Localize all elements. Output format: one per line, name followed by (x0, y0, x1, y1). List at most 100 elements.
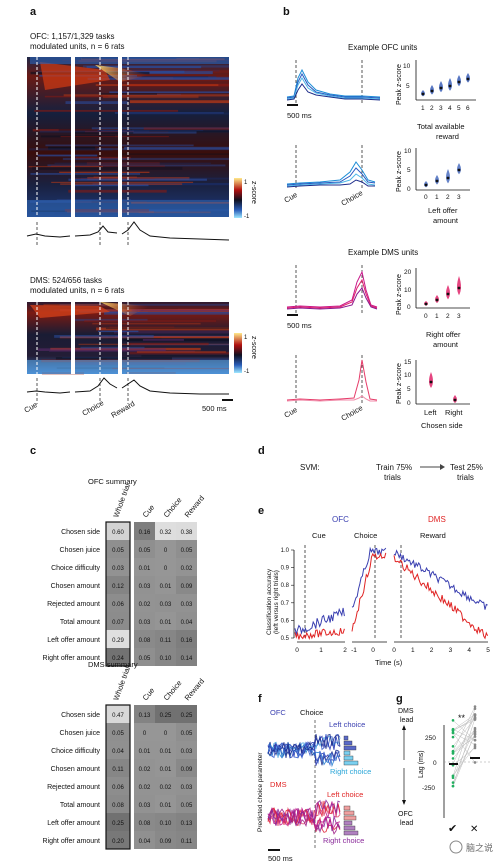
violin1-ytick-10: 10 (403, 63, 411, 70)
train-label-2: trials (384, 473, 401, 482)
violin3-xtick-3: 3 (457, 313, 461, 320)
table-cell-value: 0.06 (112, 602, 124, 608)
table-cell (106, 522, 130, 540)
f-ofc-trace (267, 740, 341, 766)
table-cell-value: 0.11 (181, 839, 193, 845)
ofc-cue-label: Cue (283, 190, 299, 205)
table-cell (134, 777, 155, 795)
test-label-1: Test 25% (450, 463, 483, 472)
row-label: Chosen juice (60, 547, 101, 554)
table-cell (155, 558, 176, 576)
violin2-ylabel: Peak z-score (396, 151, 403, 192)
table-cell-value: 0.47 (112, 713, 124, 719)
table-cell-value: 0.05 (181, 548, 193, 554)
e-cue-label: Cue (312, 531, 326, 540)
violin-median (457, 80, 461, 84)
violin4-ytick-0: 0 (407, 400, 411, 407)
panel-a: OFC: 1,157/1,329 tasks modulated units, … (23, 32, 258, 420)
g-dot-check (451, 719, 455, 722)
violin1-xlabel-1: Total available (417, 122, 465, 131)
table-cell (176, 759, 197, 777)
g-pair-line (452, 715, 476, 765)
table-cell-value: 0.01 (160, 584, 172, 590)
table-cell-value: 0 (164, 566, 168, 572)
violin3-xlabel-1: Right offer (426, 330, 461, 339)
table-cell (155, 594, 176, 612)
table-cell (176, 648, 197, 666)
e-ofc-seg2 (351, 546, 387, 608)
violin-median (466, 77, 470, 81)
panel-letter-a: a (30, 6, 37, 18)
e-ytick-label: 0.5 (281, 636, 290, 642)
whole-trial-box (105, 704, 131, 850)
row-label: Chosen side (61, 529, 100, 536)
table-cell-value: 0.03 (181, 749, 193, 755)
g-dot-check (451, 752, 455, 755)
table-cell (134, 558, 155, 576)
e-xtick-label: 4 (467, 647, 471, 654)
g-dot-cross (473, 761, 477, 764)
violin1-xtick-1: 2 (430, 105, 434, 112)
table-cell-value: 0.01 (160, 620, 172, 626)
violin2-ytick-0: 0 (407, 186, 411, 193)
table-cell (155, 831, 176, 849)
e-xtick-label: 3 (449, 647, 453, 654)
e-xtick-label: 2 (343, 647, 347, 654)
ofc-colorbar-label: z-score (250, 181, 257, 204)
table-cell (155, 777, 176, 795)
table-cell (106, 648, 130, 666)
table-cell (155, 741, 176, 759)
f-dms-hist-bar (343, 830, 359, 836)
e-ytick-label: 0.7 (281, 601, 290, 607)
row-label: Right offer amount (43, 838, 101, 845)
table-cell-value: 0.10 (160, 656, 172, 662)
table-cell-value: 0.01 (160, 767, 172, 773)
ofc-title-line2: modulated units, n = 6 rats (30, 42, 125, 51)
table-cell (155, 522, 176, 540)
f-dms-hist-bar (343, 810, 355, 816)
table-cell-value: 0.01 (139, 749, 151, 755)
e-dms-seg1 (294, 628, 345, 641)
g-pair-line (452, 720, 476, 741)
table-cell (134, 540, 155, 558)
f-ofc-trace (267, 741, 341, 767)
g-ytick-m250: -250 (422, 785, 435, 792)
col-header-whole: Whole trial (111, 665, 132, 702)
panel-letter-d: d (258, 445, 265, 457)
g-dot-cross (473, 743, 477, 746)
g-dot-check (451, 735, 455, 739)
violin3-ytick-0: 0 (407, 304, 411, 311)
row-label: Chosen side (61, 712, 100, 719)
table-cell (176, 777, 197, 795)
table-cell (106, 777, 130, 795)
violin1-ylabel: Peak z-score (396, 64, 403, 105)
g-dms-lead-2: lead (400, 717, 413, 724)
table-cell (106, 723, 130, 741)
dms-choice-label: Choice (340, 403, 365, 422)
table-cell-value: 0.04 (112, 749, 124, 755)
violin-shape (457, 276, 461, 296)
table-cell-value: 0 (143, 731, 147, 737)
dms-summary-title: DMS summary (88, 660, 138, 669)
whole-trial-box (105, 521, 131, 667)
violin3-ytick-20: 20 (404, 269, 412, 276)
table-cell (155, 759, 176, 777)
g-ytick-250: 250 (425, 735, 436, 742)
row-label: Total amount (60, 802, 100, 809)
ofc-summary-title: OFC summary (88, 477, 137, 486)
col-header-choice: Choice (162, 679, 184, 703)
table-cell-value: 0.32 (160, 530, 172, 536)
dms-heatmap (27, 302, 230, 375)
e-xtick-label: 0 (295, 647, 299, 654)
table-cell (176, 813, 197, 831)
e-dms-label: DMS (428, 515, 446, 524)
table-cell-value: 0.04 (139, 839, 151, 845)
row-label: Choice difficulty (51, 748, 100, 755)
violin4-ytick-5: 5 (407, 386, 411, 393)
violin1-xtick-4: 5 (457, 105, 461, 112)
e-xtick-label: 1 (411, 647, 415, 654)
g-pair-line (452, 747, 476, 766)
violin4-ytick-15: 15 (404, 359, 412, 366)
dms-summary-table: Whole trial Cue Choice Reward Chosen side 0.4… (43, 665, 206, 850)
g-dot-check (451, 731, 455, 735)
